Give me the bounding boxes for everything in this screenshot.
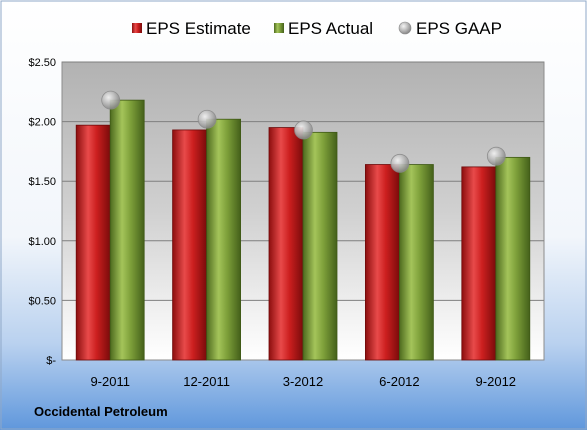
bar-eps-actual <box>302 131 338 361</box>
y-tick-label: $1.00 <box>28 236 56 248</box>
point-eps-gaap <box>486 146 506 166</box>
point-eps-gaap <box>197 109 217 129</box>
bars <box>75 99 531 361</box>
legend: EPS Estimate EPS Actual EPS GAAP <box>132 19 502 38</box>
x-tick-label: 12-2011 <box>183 374 230 389</box>
company-label: Occidental Petroleum <box>34 404 168 419</box>
gaap-points <box>101 90 506 173</box>
y-axis-tick-labels: $- $0.50 $1.00 $1.50 $2.00 $2.50 <box>28 57 56 367</box>
x-tick-label: 9-2011 <box>90 374 130 389</box>
x-tick-label: 9-2012 <box>476 374 516 389</box>
bar-eps-estimate <box>172 129 208 361</box>
bar-eps-estimate <box>268 127 304 361</box>
legend-label-eps-gaap: EPS GAAP <box>416 19 502 38</box>
bar-eps-estimate <box>461 166 497 361</box>
x-tick-label: 3-2012 <box>283 374 323 389</box>
legend-swatch-eps-estimate <box>132 23 142 33</box>
legend-swatch-eps-actual <box>274 23 284 33</box>
bar-eps-actual <box>495 156 531 361</box>
y-tick-label: $- <box>46 355 56 367</box>
bar-eps-estimate <box>364 164 400 361</box>
bar-eps-actual <box>398 164 434 361</box>
y-tick-label: $1.50 <box>28 176 56 188</box>
legend-label-eps-actual: EPS Actual <box>288 19 373 38</box>
legend-swatch-eps-gaap <box>398 21 412 35</box>
bar-eps-estimate <box>75 124 111 361</box>
y-tick-label: $2.00 <box>28 117 56 129</box>
x-axis-tick-labels: 9-2011 12-2011 3-2012 6-2012 9-2012 <box>90 374 516 389</box>
y-tick-label: $2.50 <box>28 57 56 69</box>
point-eps-gaap <box>390 153 410 173</box>
y-tick-label: $0.50 <box>28 295 56 307</box>
x-tick-label: 6-2012 <box>379 374 419 389</box>
bar-eps-actual <box>206 118 242 361</box>
legend-label-eps-estimate: EPS Estimate <box>146 19 251 38</box>
point-eps-gaap <box>101 90 121 110</box>
bar-eps-actual <box>109 99 145 361</box>
point-eps-gaap <box>294 120 313 140</box>
